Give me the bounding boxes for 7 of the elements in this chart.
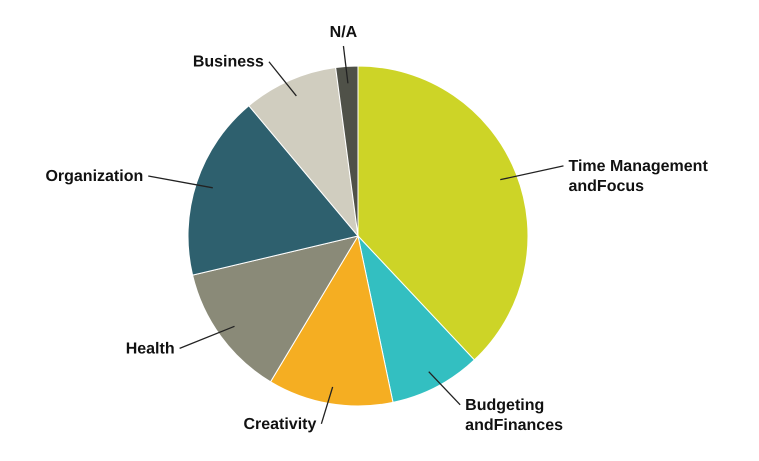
slice-label: Creativity	[243, 416, 316, 433]
slice-label: Budgeting andFinances	[465, 396, 564, 434]
slice-label: Health	[126, 340, 175, 358]
slice-label: Business	[192, 54, 264, 71]
slice-label: Organization	[45, 168, 144, 186]
slice-label: N/A	[330, 24, 358, 42]
slice-label: Time Management andFocus	[568, 158, 708, 195]
